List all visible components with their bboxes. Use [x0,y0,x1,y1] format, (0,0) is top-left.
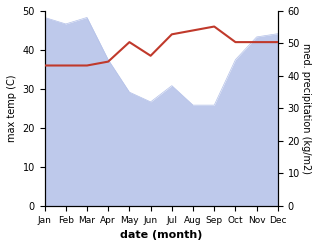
X-axis label: date (month): date (month) [120,230,203,240]
Y-axis label: med. precipitation (kg/m2): med. precipitation (kg/m2) [301,43,311,174]
Y-axis label: max temp (C): max temp (C) [7,75,17,142]
